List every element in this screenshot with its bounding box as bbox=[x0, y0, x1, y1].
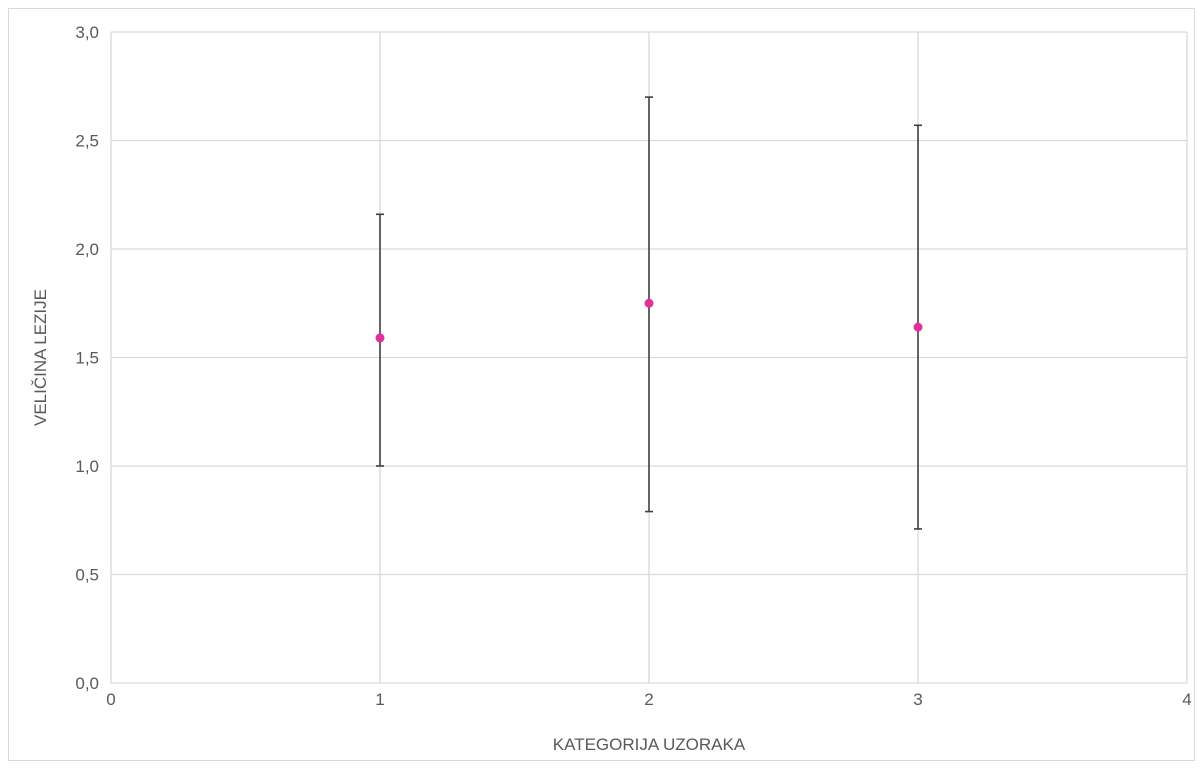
y-axis-ticks: 0,0 0,5 1,0 1,5 2,0 2,5 3,0 bbox=[75, 23, 99, 693]
x-axis-ticks: 0 1 2 3 4 bbox=[106, 690, 1191, 709]
y-tick-label: 3,0 bbox=[75, 23, 99, 42]
y-tick-label: 2,5 bbox=[75, 132, 99, 151]
chart-frame bbox=[8, 8, 1195, 761]
y-tick-label: 0,5 bbox=[75, 566, 99, 585]
y-tick-label: 0,0 bbox=[75, 674, 99, 693]
x-tick-label: 2 bbox=[644, 690, 653, 709]
x-tick-label: 3 bbox=[913, 690, 922, 709]
x-tick-label: 0 bbox=[106, 690, 115, 709]
data-point bbox=[644, 298, 654, 308]
data-points bbox=[375, 298, 923, 343]
y-axis-title: VELIČINA LEZIJE bbox=[31, 289, 50, 426]
error-bars bbox=[376, 96, 922, 530]
x-tick-label: 1 bbox=[375, 690, 384, 709]
y-tick-label: 1,5 bbox=[75, 349, 99, 368]
y-tick-label: 2,0 bbox=[75, 240, 99, 259]
x-axis-title: KATEGORIJA UZORAKA bbox=[553, 735, 746, 754]
data-point bbox=[375, 333, 385, 343]
x-tick-label: 4 bbox=[1182, 690, 1191, 709]
y-tick-label: 1,0 bbox=[75, 457, 99, 476]
data-point bbox=[913, 322, 923, 332]
